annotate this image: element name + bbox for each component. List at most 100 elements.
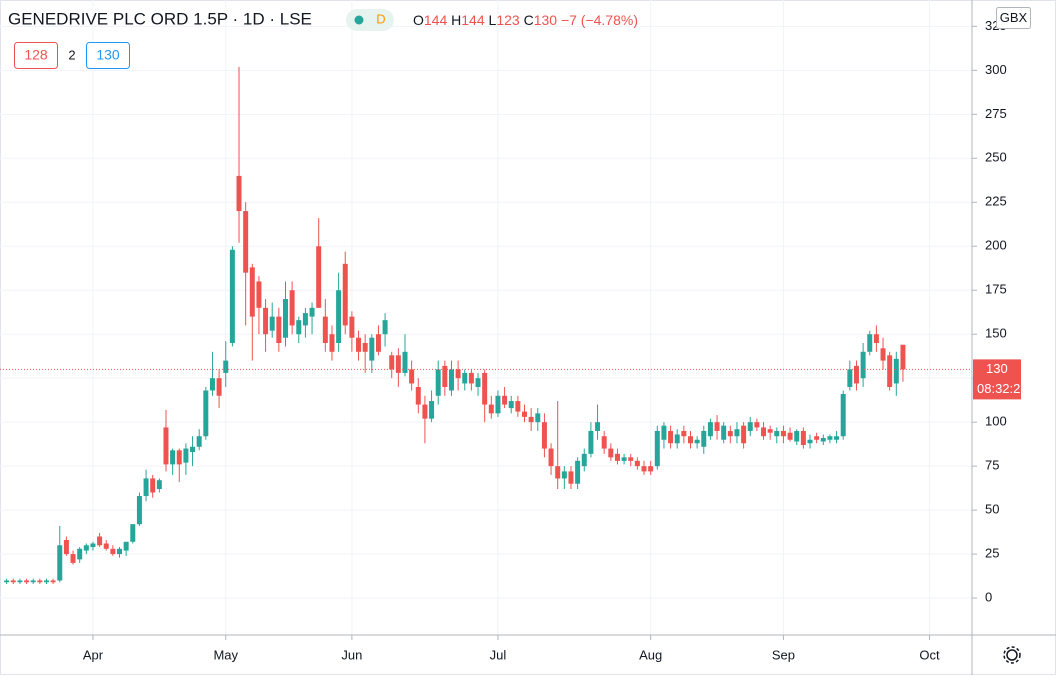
candle-body (721, 425, 727, 440)
candle-body (707, 422, 713, 437)
candle-body (840, 394, 846, 437)
candle-body (687, 436, 693, 444)
candle-body (727, 430, 733, 437)
candle-body (482, 372, 488, 405)
y-tick-label: 300 (985, 62, 1007, 77)
candle-body (302, 313, 308, 326)
candle-body (415, 386, 421, 405)
candle-body (57, 545, 63, 581)
candle-body (787, 432, 793, 440)
candle-body (4, 580, 10, 583)
candle-body (535, 413, 541, 423)
candle-body (422, 404, 428, 419)
close-value: 130 (534, 12, 558, 28)
candle-body (123, 541, 129, 551)
candle-body (714, 422, 720, 431)
candle-body (694, 439, 700, 444)
candle-body (847, 369, 853, 387)
low-value: 123 (496, 12, 520, 28)
x-tick-label: Aug (639, 647, 662, 662)
low-prefix: L (489, 12, 497, 28)
market-dot (354, 15, 364, 25)
candle-body (150, 478, 156, 493)
candle-body (170, 450, 176, 465)
candle-body (588, 430, 594, 454)
candle-body (156, 480, 162, 490)
candle-body (269, 316, 275, 331)
status-pill (346, 9, 394, 31)
candle-body (63, 540, 69, 555)
y-tick-label: 0 (985, 589, 992, 604)
chart-title: GENEDRIVE PLC ORD 1.5P · 1D · LSE (8, 9, 312, 28)
candle-body (581, 453, 587, 467)
y-tick-label: 150 (985, 326, 1007, 341)
candle-body (827, 436, 833, 440)
candle-body (276, 316, 282, 344)
ohlc-legend: O144 H144 L123 C130 −7 (−4.78%) (413, 12, 638, 28)
change: −7 (−4.78%) (561, 12, 638, 28)
candle-body (30, 580, 36, 583)
candle-body (349, 316, 355, 338)
settings-icon[interactable] (1003, 646, 1021, 664)
last-price-box (973, 359, 1021, 400)
candle-body (322, 316, 328, 344)
x-tick-label: Apr (83, 647, 104, 662)
candle-body (336, 290, 342, 344)
ask-box[interactable] (86, 42, 130, 69)
candle-body (761, 427, 767, 437)
candle-body (488, 404, 494, 414)
candle-body (767, 429, 773, 433)
candle-body (448, 369, 454, 391)
candle-body (867, 334, 873, 352)
candle-body (608, 448, 614, 458)
candle-body (814, 436, 820, 440)
candle-body (834, 436, 840, 440)
candle-body (43, 580, 49, 583)
candle-body (800, 430, 806, 446)
candle-body (263, 307, 269, 335)
candle-body (541, 422, 547, 449)
candle-body (136, 496, 142, 525)
candle-body (628, 457, 634, 461)
candle-body (216, 378, 222, 396)
candle-body (37, 580, 43, 583)
y-tick-label: 75 (985, 458, 999, 473)
candle-body (654, 430, 660, 467)
candle-body (183, 448, 189, 463)
candle-body (395, 355, 401, 373)
candle-body (747, 422, 753, 431)
candle-body (50, 580, 56, 583)
candle-body (873, 334, 879, 344)
candle-body (296, 320, 302, 335)
currency-box[interactable] (996, 7, 1031, 29)
candle-body (634, 460, 640, 467)
bid-box[interactable] (14, 42, 58, 69)
close-prefix: C (524, 12, 534, 28)
y-tick-label: 225 (985, 194, 1007, 209)
candle-body (455, 369, 461, 379)
candle-body (462, 372, 468, 384)
candle-body (97, 536, 103, 546)
x-tick-label: May (213, 647, 238, 662)
candle-body (17, 580, 23, 583)
candle-body (110, 548, 116, 555)
candle-body (369, 337, 375, 361)
candle-body (508, 401, 514, 409)
candle-body (515, 401, 521, 412)
interval-badge: D (376, 11, 385, 26)
candle-body (103, 543, 109, 549)
candle-body (229, 249, 235, 344)
bid: 128 (24, 47, 48, 63)
candle-body (522, 411, 528, 417)
candle-body (223, 360, 229, 373)
x-axis: Apr May Jun Jul Aug Sep Oct (83, 635, 940, 662)
candle-body (130, 524, 136, 542)
candle-body (329, 334, 335, 352)
candle-body (209, 378, 215, 391)
candle-body (860, 351, 866, 379)
candle-body (555, 466, 561, 479)
candle-body (382, 320, 388, 335)
y-tick-label: 50 (985, 502, 999, 517)
y-tick-label: 175 (985, 282, 1007, 297)
